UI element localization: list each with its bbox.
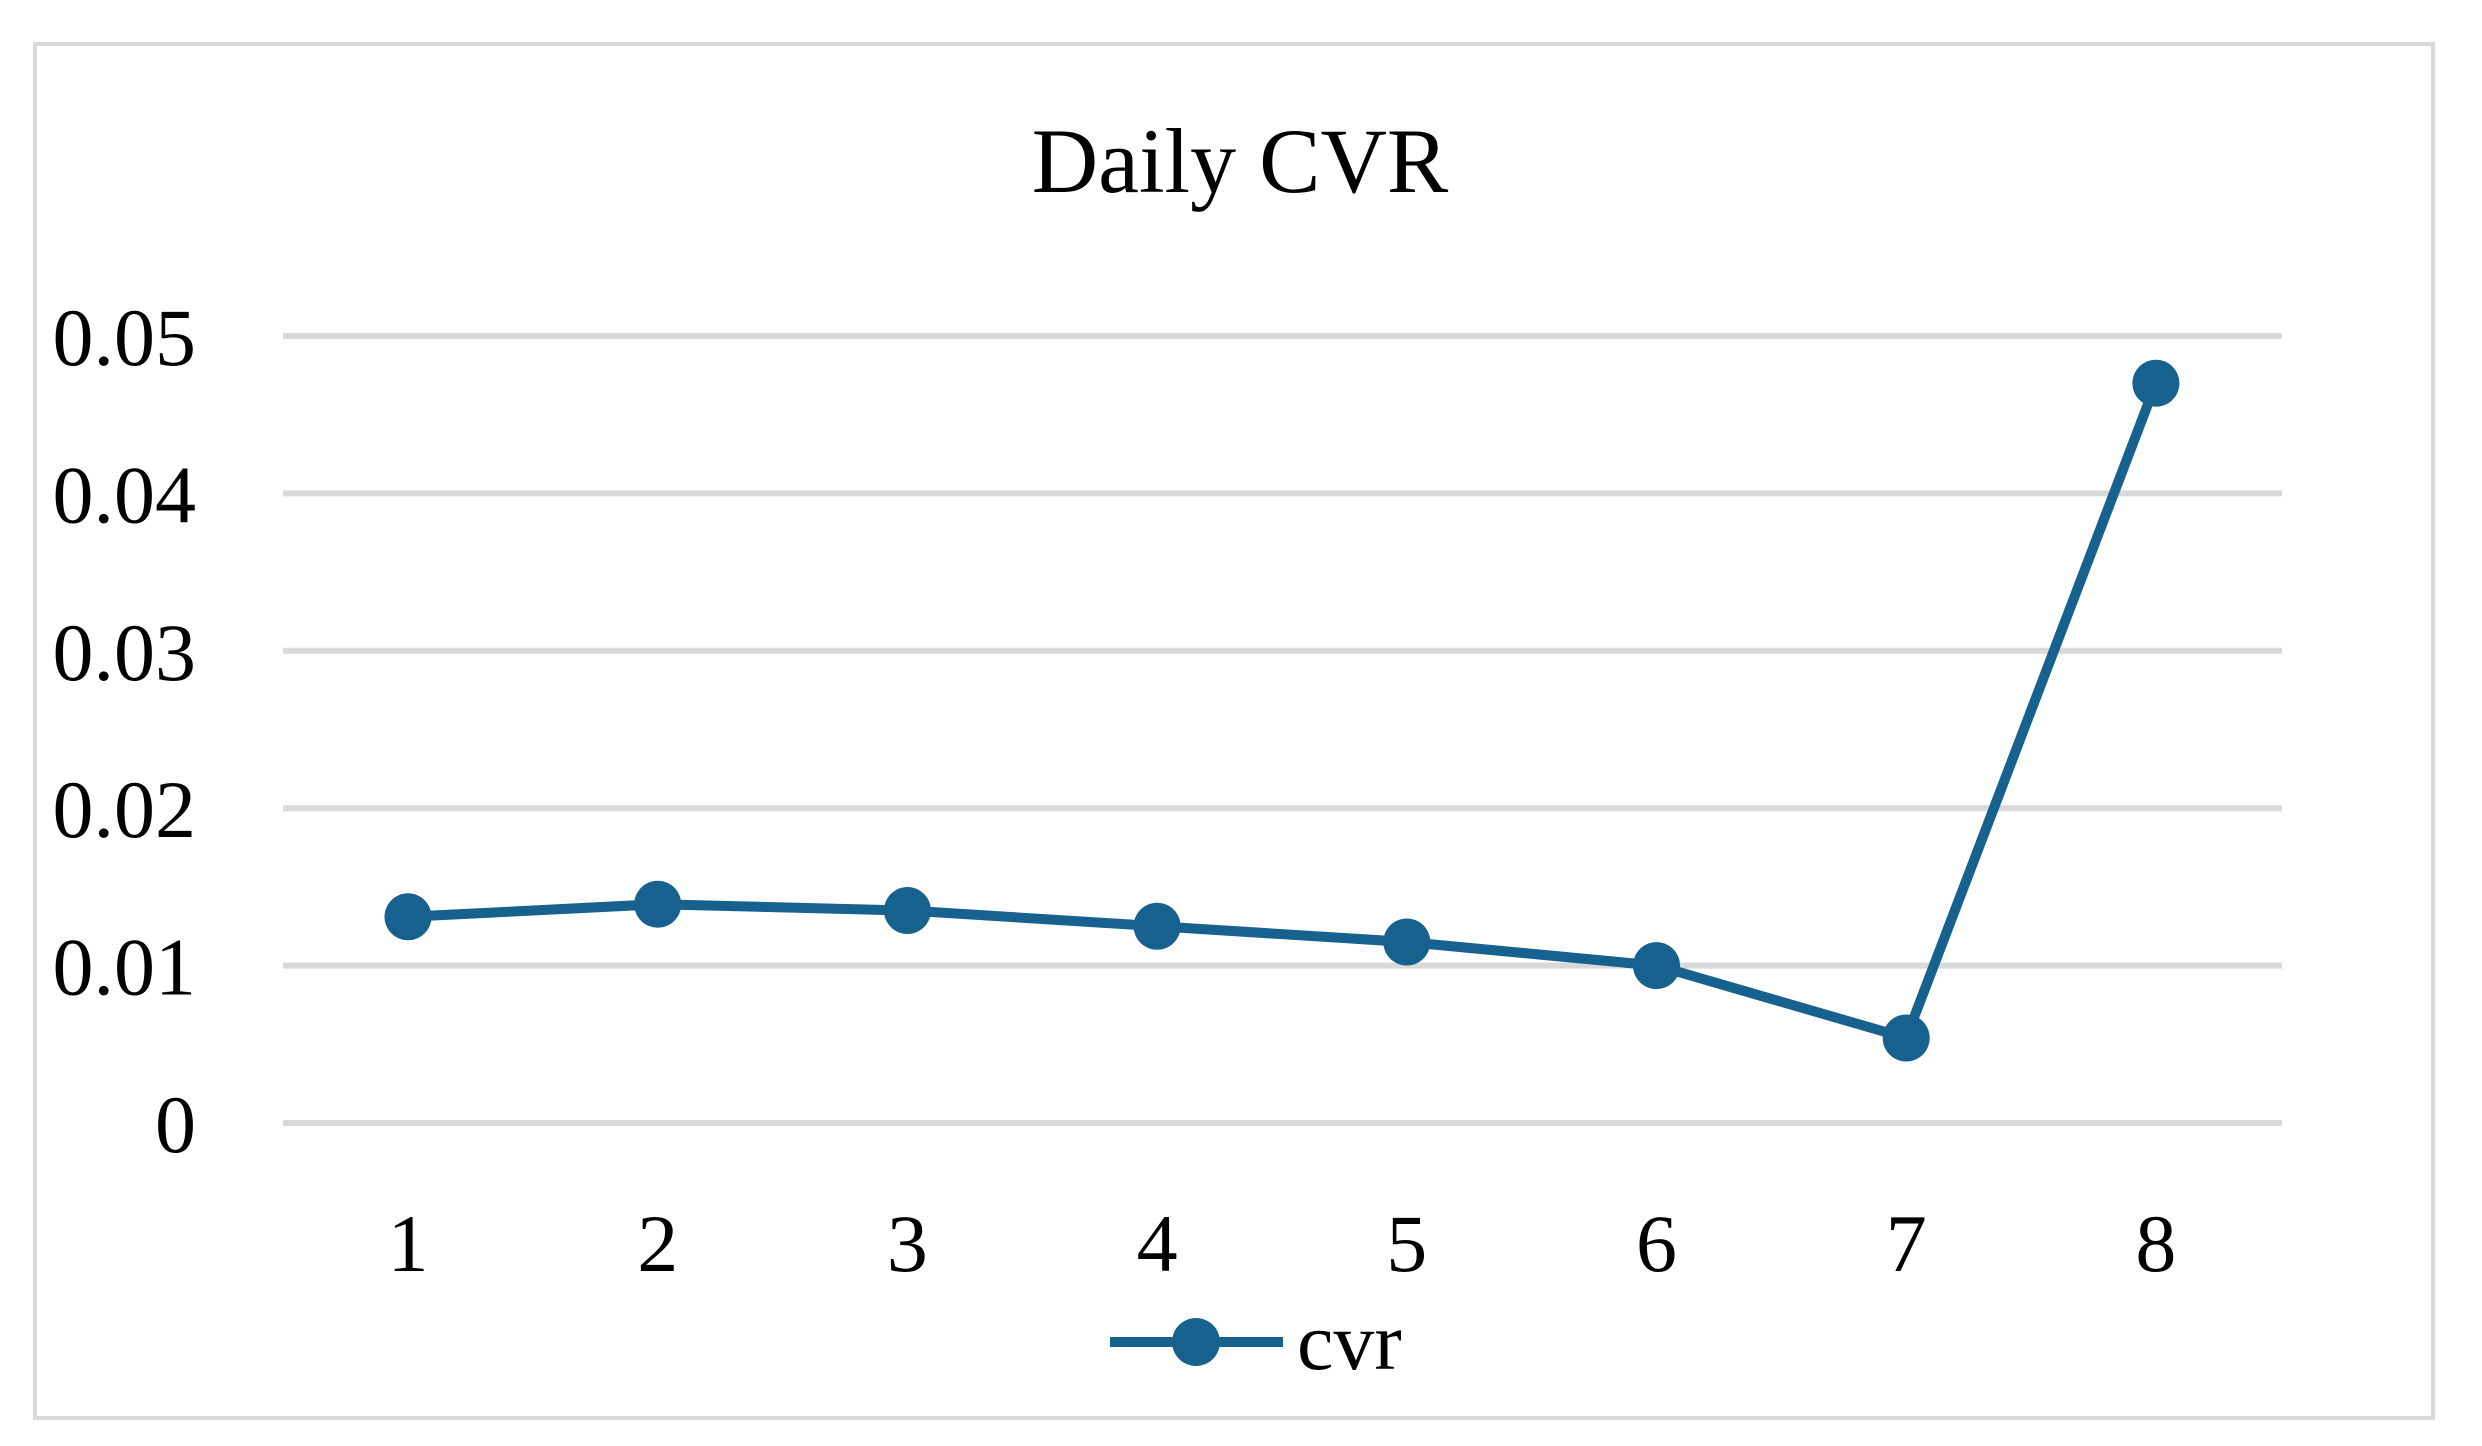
legend: cvr [1110,1296,1402,1387]
series-line [403,378,2161,1044]
data-point-marker [634,880,682,928]
y-tick-label: 0.01 [53,922,197,1013]
legend-marker-icon [1172,1318,1220,1366]
x-tick-label: 4 [1137,1198,1178,1289]
x-axis-tick-labels: 1 2 3 4 5 6 7 8 [388,1198,2177,1289]
x-tick-label: 8 [2135,1198,2176,1289]
x-tick-label: 3 [887,1198,928,1289]
data-point-marker [1383,918,1431,966]
data-point-marker [883,887,931,935]
x-tick-label: 1 [388,1198,429,1289]
gridlines [283,333,2282,1126]
y-tick-label: 0.02 [53,764,197,855]
x-tick-label: 2 [637,1198,678,1289]
data-point-marker [1133,902,1181,950]
x-tick-label: 5 [1386,1198,1427,1289]
legend-label: cvr [1297,1296,1402,1387]
chart-border [33,42,2435,1420]
series-cvr [384,359,2180,1062]
y-tick-label: 0.04 [53,449,197,540]
data-point-marker [1882,1014,1930,1062]
x-tick-label: 7 [1886,1198,1927,1289]
data-point-marker [1633,942,1680,990]
x-tick-label: 6 [1636,1198,1677,1289]
y-tick-label: 0.03 [53,607,197,698]
data-point-marker [384,893,432,941]
y-axis-tick-labels: 0.05 0.04 0.03 0.02 0.01 0 [53,292,197,1170]
y-tick-label: 0 [155,1079,196,1170]
data-point-marker [2132,359,2180,407]
chart-title: Daily CVR [1032,110,1449,212]
y-tick-label: 0.05 [53,292,197,383]
